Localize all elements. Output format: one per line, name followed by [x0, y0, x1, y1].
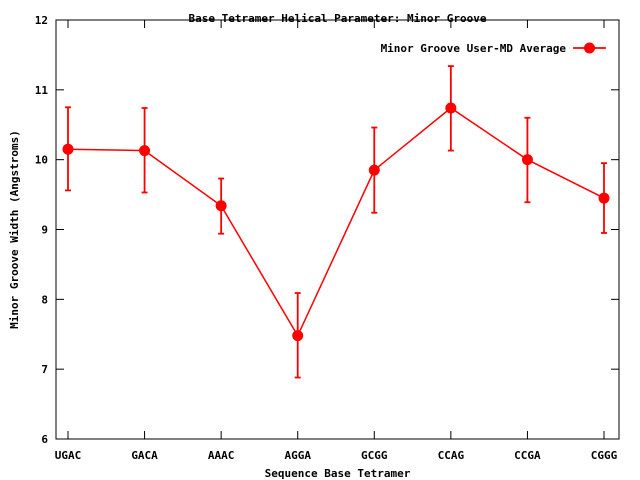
y-tick-label: 7: [41, 363, 48, 376]
x-tick-label: AAAC: [208, 449, 235, 462]
y-tick-label: 8: [41, 293, 48, 306]
x-tick-label: CCGA: [514, 449, 541, 462]
y-tick-label: 6: [41, 433, 48, 446]
x-tick-label: AGGA: [284, 449, 311, 462]
data-point: [368, 164, 380, 176]
x-tick-label: UGAC: [55, 449, 82, 462]
data-point: [62, 143, 74, 155]
data-point: [598, 192, 610, 204]
y-tick-label: 9: [41, 224, 48, 237]
x-tick-label: GACA: [131, 449, 158, 462]
data-point: [139, 145, 151, 157]
data-point: [215, 200, 227, 212]
data-point: [292, 330, 304, 342]
series-line: [67, 107, 605, 338]
chart-title: Base Tetramer Helical Parameter: Minor G…: [188, 12, 486, 25]
y-tick-label: 10: [35, 154, 48, 167]
data-point: [521, 154, 533, 166]
x-axis-label: Sequence Base Tetramer: [265, 467, 411, 480]
plot-frame: [55, 19, 620, 440]
x-tick-label: CCAG: [438, 449, 465, 462]
legend-label: Minor Groove User-MD Average: [381, 42, 567, 55]
x-tick-label: GCGG: [361, 449, 388, 462]
legend-marker: [584, 42, 595, 54]
data-point: [445, 102, 457, 114]
y-tick-label: 12: [35, 14, 48, 27]
y-axis-label: Minor Groove Width (Angstroms): [8, 130, 21, 329]
x-tick-label: CGGG: [591, 449, 618, 462]
y-tick-label: 11: [35, 84, 49, 97]
